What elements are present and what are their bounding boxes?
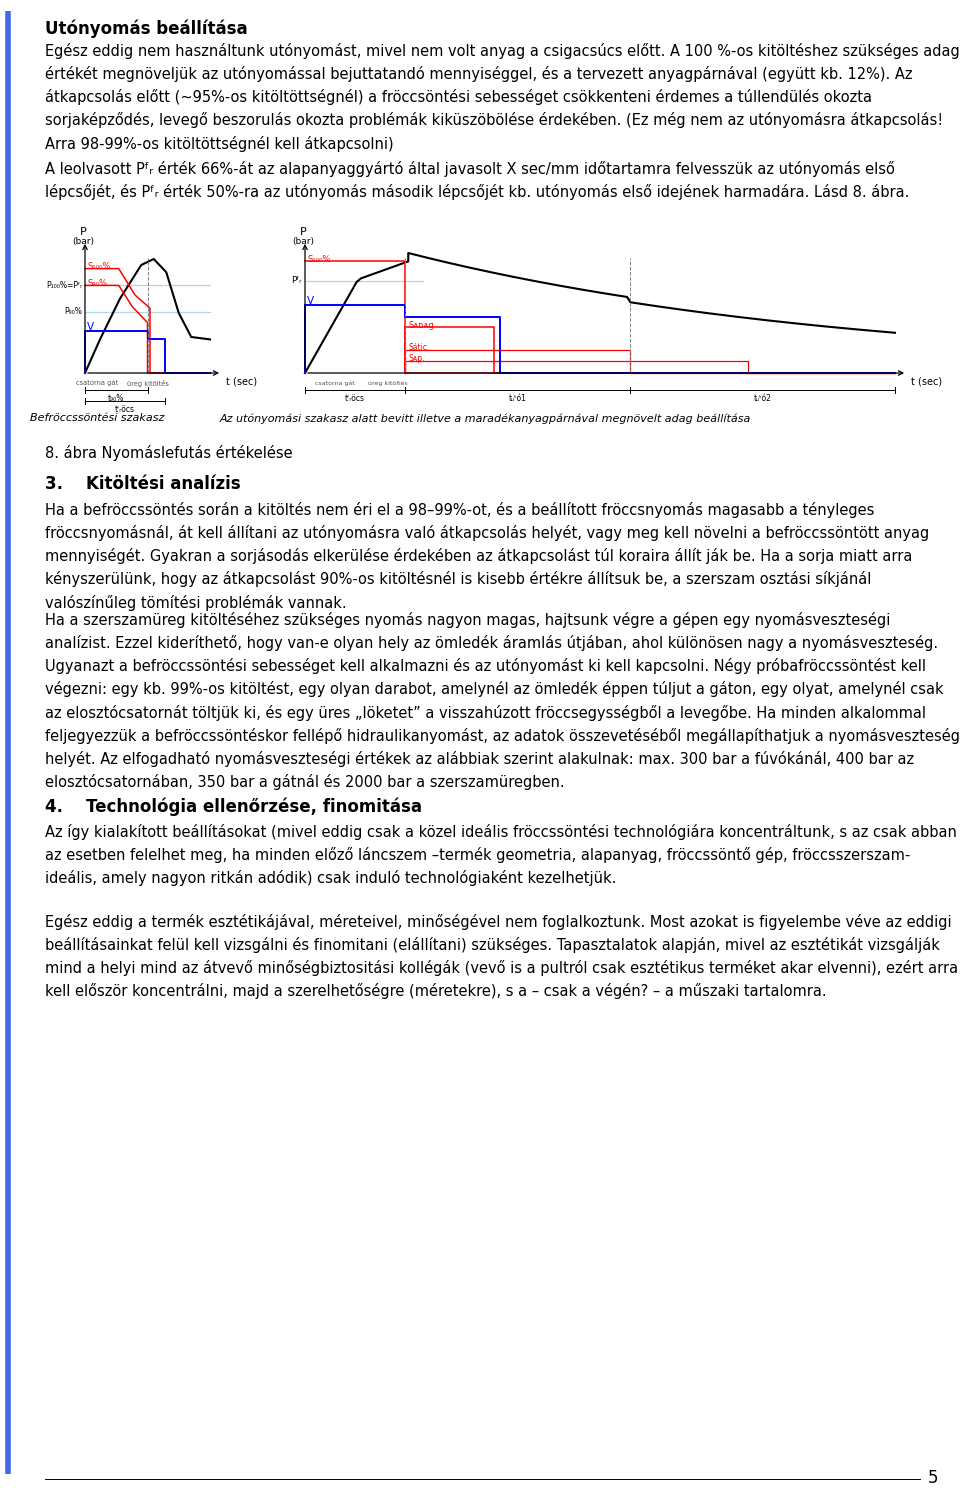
Text: Pᶠᵣ: Pᶠᵣ [292, 276, 302, 285]
Text: Sᴀᴅᴀɡ: Sᴀᴅᴀɡ [408, 320, 434, 329]
Text: üreg kitöltés: üreg kitöltés [368, 380, 407, 385]
Text: S₁₀₀%: S₁₀₀% [87, 261, 110, 270]
Text: P₉₀%: P₉₀% [64, 308, 82, 317]
Text: Ha a befröccssöntés során a kitöltés nem éri el a 98–99%-ot, és a beállított frö: Ha a befröccssöntés során a kitöltés nem… [45, 502, 929, 611]
Text: csatorna gát: csatorna gát [77, 380, 119, 386]
Text: P₁₀₀%=Pᶠᵣ: P₁₀₀%=Pᶠᵣ [46, 281, 82, 290]
Text: csatorna gát: csatorna gát [315, 380, 354, 385]
Text: Utónyomás beállítása: Utónyomás beállítása [45, 20, 248, 38]
Text: Egész eddig nem használtunk utónyomást, mivel nem volt anyag a csigacsúcs előtt.: Egész eddig nem használtunk utónyomást, … [45, 42, 960, 151]
Text: Sᴀp.: Sᴀp. [408, 355, 424, 364]
Text: Egész eddig a termék esztétikájával, méreteivel, minőségével nem foglalkoztunk. : Egész eddig a termék esztétikájával, mér… [45, 914, 958, 999]
Text: t (sec): t (sec) [911, 377, 942, 386]
Text: tᵤᵗó2: tᵤᵗó2 [754, 394, 771, 403]
Text: tᶠᵣöcs: tᶠᵣöcs [346, 394, 365, 403]
Text: 8. ábra Nyomáslefutás értékelése: 8. ábra Nyomáslefutás értékelése [45, 445, 293, 462]
Text: tᵤᵗó1: tᵤᵗó1 [509, 394, 526, 403]
Text: 3.    Kitöltési analízis: 3. Kitöltési analízis [45, 475, 241, 493]
Text: P: P [80, 226, 86, 237]
Text: 5: 5 [927, 1468, 938, 1486]
Text: Az utónyomási szakasz alatt bevitt illetve a maradékanyagpárnával megnövelt adag: Az utónyomási szakasz alatt bevitt illet… [220, 413, 752, 424]
Text: t₉₀%: t₉₀% [108, 394, 125, 403]
Text: Sátic.: Sátic. [408, 344, 430, 352]
Text: (bar): (bar) [292, 237, 314, 246]
Text: 4.    Technológia ellenőrzése, finomitása: 4. Technológia ellenőrzése, finomitása [45, 797, 422, 815]
Text: S₁₀₀%: S₁₀₀% [307, 255, 330, 264]
Text: Befröccssöntési szakasz: Befröccssöntési szakasz [30, 413, 164, 423]
Text: A leolvasott Pᶠᵣ érték 66%-át az alapanyaggyártó által javasolt X sec/mm időtart: A leolvasott Pᶠᵣ érték 66%-át az alapany… [45, 161, 909, 201]
Text: S₉₀%: S₉₀% [87, 279, 107, 288]
Text: Az így kialakított beállításokat (mivel eddig csak a közel ideális fröccssöntési: Az így kialakított beállításokat (mivel … [45, 824, 957, 886]
Text: üreg kitöltés: üreg kitöltés [127, 380, 168, 386]
Text: V: V [307, 296, 314, 306]
Text: V: V [87, 323, 94, 332]
Text: t (sec): t (sec) [226, 377, 257, 386]
Text: Ha a szerszamüreg kitöltéséhez szükséges nyomás nagyon magas, hajtsunk végre a g: Ha a szerszamüreg kitöltéséhez szükséges… [45, 613, 960, 791]
Text: tᶠᵣöcs: tᶠᵣöcs [115, 404, 135, 413]
Text: (bar): (bar) [72, 237, 94, 246]
Text: P: P [300, 226, 306, 237]
